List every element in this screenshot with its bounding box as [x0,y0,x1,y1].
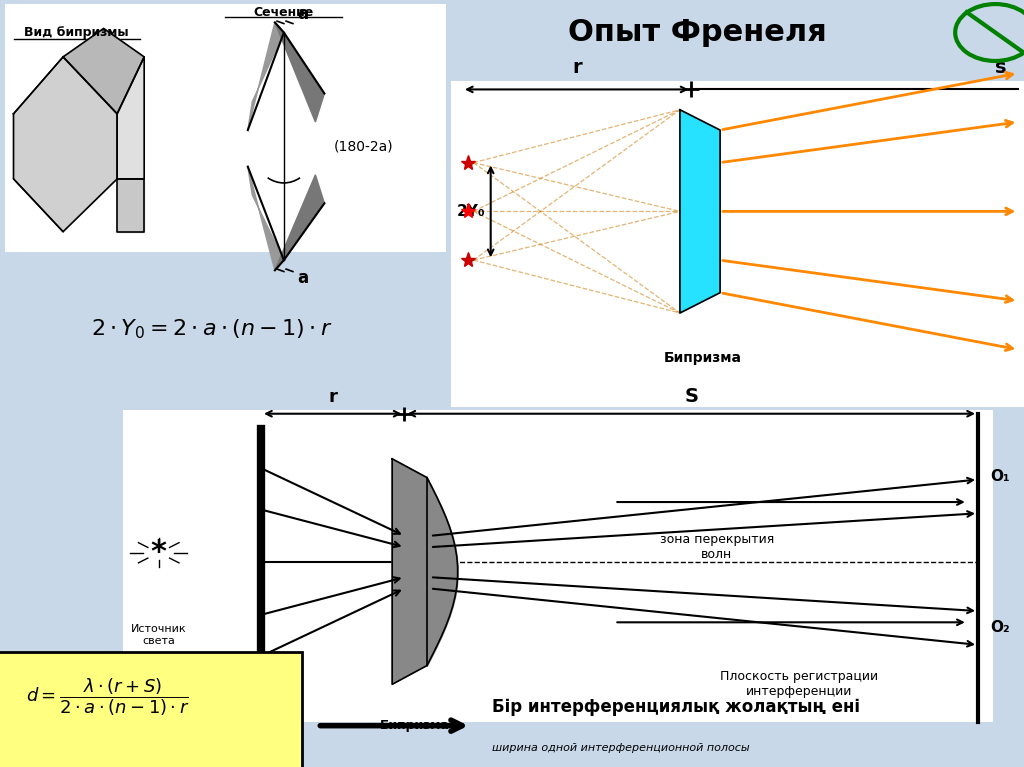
FancyBboxPatch shape [0,653,302,767]
Polygon shape [680,110,720,313]
Polygon shape [274,175,325,270]
Text: ширина одной интерференционной полосы: ширина одной интерференционной полосы [492,743,750,753]
Text: S: S [684,387,698,407]
Text: Плоскость регистрации
интерференции: Плоскость регистрации интерференции [720,670,878,698]
Text: $2 \cdot Y_0 = 2 \cdot a \cdot (n - 1) \cdot r$: $2 \cdot Y_0 = 2 \cdot a \cdot (n - 1) \… [91,318,333,341]
Polygon shape [63,28,144,114]
Text: Бипризма: Бипризма [664,351,741,365]
Polygon shape [13,57,117,232]
Text: (180-2a): (180-2a) [334,140,393,153]
Text: зона перекрытия
волн: зона перекрытия волн [659,533,774,561]
Polygon shape [248,22,284,130]
Text: a: a [297,269,308,288]
Text: Бипризма: Бипризма [380,719,450,732]
Text: Вид бипризмы: Вид бипризмы [25,26,129,39]
Text: r: r [572,58,582,77]
Polygon shape [392,459,427,684]
Text: O₂: O₂ [990,620,1010,635]
FancyBboxPatch shape [4,4,446,252]
Text: *: * [151,538,167,568]
Polygon shape [117,179,144,232]
FancyBboxPatch shape [123,410,993,722]
Text: 2Y₀: 2Y₀ [457,204,485,219]
Polygon shape [248,166,284,270]
Polygon shape [274,22,325,122]
Text: Источник
света: Источник света [131,624,186,646]
Text: Щель: Щель [243,697,280,710]
Text: r: r [329,388,337,407]
Polygon shape [117,57,144,179]
Text: Опыт Френеля: Опыт Френеля [567,18,826,47]
Text: a: a [297,5,308,23]
Text: Бір интерференциялық жолақтың ені: Бір интерференциялық жолақтың ені [492,698,859,716]
Text: O₁: O₁ [990,469,1010,485]
Text: s: s [995,58,1007,77]
FancyBboxPatch shape [451,81,1024,407]
Text: Сечение: Сечение [254,5,314,18]
Text: $d = \dfrac{\lambda \cdot (r + S)}{2 \cdot a \cdot (n-1) \cdot r}$: $d = \dfrac{\lambda \cdot (r + S)}{2 \cd… [26,676,189,719]
